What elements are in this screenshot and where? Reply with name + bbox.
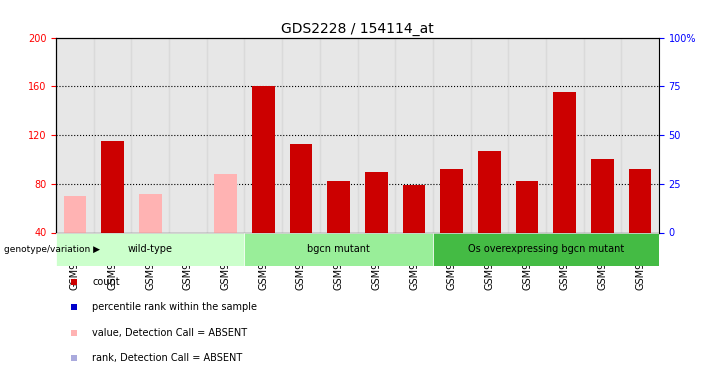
Text: count: count xyxy=(93,277,120,287)
Text: wild-type: wild-type xyxy=(128,244,172,254)
Bar xyxy=(554,92,576,232)
Bar xyxy=(56,38,94,232)
Text: Os overexpressing bgcn mutant: Os overexpressing bgcn mutant xyxy=(468,244,624,254)
Bar xyxy=(207,38,245,232)
Bar xyxy=(358,38,395,232)
Bar xyxy=(478,151,501,232)
Bar xyxy=(402,185,426,232)
Bar xyxy=(64,196,86,232)
Bar xyxy=(320,38,358,232)
Bar xyxy=(282,38,320,232)
Bar xyxy=(56,232,245,266)
Bar xyxy=(252,86,275,232)
Text: value, Detection Call = ABSENT: value, Detection Call = ABSENT xyxy=(93,328,247,338)
Bar xyxy=(139,194,161,232)
Bar xyxy=(621,38,659,232)
Text: rank, Detection Call = ABSENT: rank, Detection Call = ABSENT xyxy=(93,353,243,363)
Bar xyxy=(245,232,433,266)
Bar xyxy=(433,38,470,232)
Bar xyxy=(290,144,312,232)
Bar xyxy=(516,182,538,232)
Title: GDS2228 / 154114_at: GDS2228 / 154114_at xyxy=(281,22,434,36)
Bar xyxy=(245,38,282,232)
Bar xyxy=(169,38,207,232)
Bar xyxy=(327,182,350,232)
Bar xyxy=(629,169,651,232)
Bar xyxy=(508,38,546,232)
Bar xyxy=(440,169,463,232)
Bar xyxy=(583,38,621,232)
Bar xyxy=(215,174,237,232)
Bar xyxy=(470,38,508,232)
Bar xyxy=(177,232,199,235)
Bar xyxy=(433,232,659,266)
Text: genotype/variation ▶: genotype/variation ▶ xyxy=(4,245,100,254)
Bar xyxy=(94,38,132,232)
Text: bgcn mutant: bgcn mutant xyxy=(307,244,370,254)
Bar xyxy=(365,172,388,232)
Bar xyxy=(546,38,583,232)
Bar xyxy=(591,159,614,232)
Text: percentile rank within the sample: percentile rank within the sample xyxy=(93,303,257,312)
Bar xyxy=(132,38,169,232)
Bar xyxy=(101,141,124,232)
Bar xyxy=(395,38,433,232)
